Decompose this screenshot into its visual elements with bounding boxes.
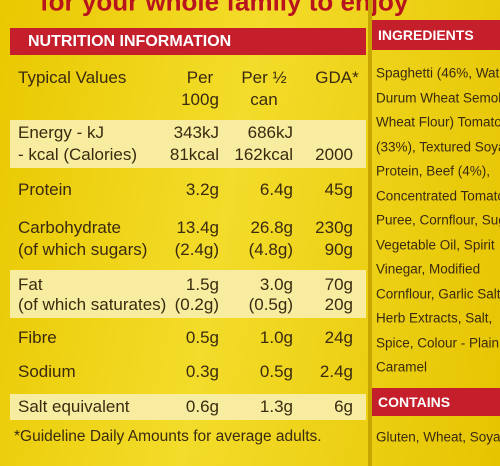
nutrient-label: Sodium (18, 362, 76, 381)
ingredient-line: Caramel (376, 359, 428, 375)
nutrient-value: 70g (324, 275, 353, 294)
ingredient-line: Protein, Beef (4%), (376, 163, 491, 179)
nutrient-value: 1.5g (185, 275, 219, 294)
column-header: Per ½ (241, 68, 287, 87)
nutrient-value: 45g (324, 180, 353, 199)
nutrient-label: Carbohydrate (18, 218, 122, 237)
nutrient-value: 81kcal (169, 145, 219, 164)
ingredient-line: Herb Extracts, Salt, (376, 310, 493, 326)
header-bar (372, 388, 500, 416)
nutrient-value: (2.4g) (174, 240, 219, 259)
contains-title: CONTAINS (378, 394, 451, 410)
row-band (10, 120, 366, 168)
nutrient-value: 6g (334, 397, 353, 416)
header-bar (372, 20, 500, 50)
nutrient-label: Fat (18, 275, 43, 294)
row-band (10, 270, 366, 318)
nutrient-value: 0.3g (185, 362, 219, 381)
nutrient-value: 162kcal (234, 145, 293, 164)
ingredient-line: Spice, Colour - Plain (376, 335, 500, 350)
nutrient-label: Protein (18, 180, 72, 199)
nutrient-value: 90g (324, 240, 353, 259)
nutrient-label: - kcal (Calories) (18, 145, 138, 164)
nutrient-value: 0.6g (185, 397, 219, 416)
column-header: Per (186, 68, 214, 87)
row-band (10, 394, 366, 420)
ingredient-line: (33%), Textured Soya (376, 139, 500, 154)
column-header: can (250, 90, 278, 109)
nutrient-value: 1.3g (259, 397, 293, 416)
ingredients-title: INGREDIENTS (378, 27, 474, 43)
nutrient-value: 24g (324, 328, 353, 347)
banner: for your whole family to enjoy (40, 0, 409, 17)
nutrient-value: 1.0g (259, 328, 293, 347)
nutrient-value: (4.8g) (248, 240, 293, 259)
column-header: 100g (181, 90, 219, 109)
column-header: Typical Values (18, 68, 127, 87)
ingredient-line: Spaghetti (46%, Water, (376, 65, 500, 81)
nutrient-value: (0.5g) (248, 295, 293, 314)
nutrient-value: 0.5g (185, 328, 219, 347)
nutrient-label: Energy - kJ (18, 123, 104, 142)
contains-text: Gluten, Wheat, Soya (376, 429, 500, 445)
nutrient-value: 2000 (315, 145, 353, 164)
nutrient-label: (of which sugars) (18, 240, 148, 259)
nutrient-value: 6.4g (259, 180, 293, 199)
nutrient-value: 3.0g (259, 275, 293, 294)
nutrient-value: (0.2g) (174, 295, 219, 314)
nutrient-value: 230g (315, 218, 353, 237)
ingredient-line: Wheat Flour) Tomatoes (376, 114, 500, 130)
header-bar (10, 28, 366, 55)
ingredient-line: Puree, Cornflour, Sugar, (376, 212, 500, 228)
nutrient-value: 20g (324, 295, 353, 314)
nutrient-value: 343kJ (173, 123, 219, 142)
column-header: GDA* (315, 68, 359, 87)
footnote: *Guideline Daily Amounts for average adu… (14, 428, 322, 445)
nutrition-title: NUTRITION INFORMATION (28, 33, 232, 50)
ingredient-line: Vinegar, Modified (376, 261, 481, 277)
nutrient-label: (of which saturates) (18, 295, 167, 314)
ingredient-line: Concentrated Tomato (376, 188, 500, 203)
nutrient-label: Fibre (18, 328, 57, 347)
nutrient-value: 3.2g (185, 180, 219, 199)
ingredient-line: Cornflour, Garlic Salt, (376, 286, 500, 301)
nutrient-label: Salt equivalent (18, 397, 130, 416)
ingredient-line: Durum Wheat Semolina, (376, 90, 500, 105)
divider (368, 0, 372, 466)
nutrient-value: 686kJ (247, 123, 293, 142)
nutrient-value: 13.4g (176, 218, 219, 237)
ingredient-line: Vegetable Oil, Spirit (376, 237, 495, 252)
nutrient-value: 0.5g (259, 362, 293, 381)
nutrient-value: 26.8g (250, 218, 293, 237)
nutrient-value: 2.4g (319, 362, 353, 381)
